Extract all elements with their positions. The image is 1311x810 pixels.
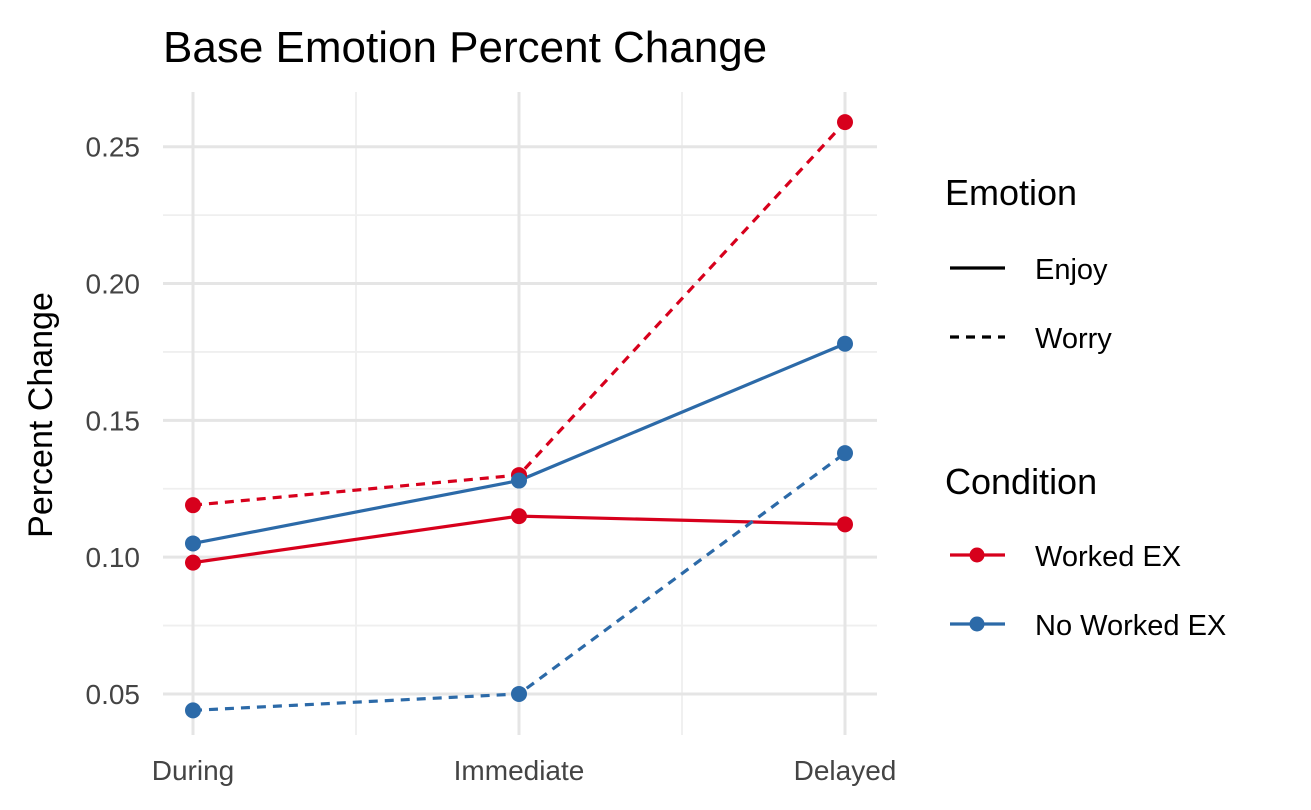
x-axis-ticks: During Immediate Delayed	[152, 755, 897, 786]
legend-emotion: Emotion Enjoy Worry	[945, 172, 1112, 355]
x-tick-label: Immediate	[454, 755, 585, 786]
data-point-no-worked-ex-worry	[185, 702, 201, 719]
data-point-worked-ex-enjoy	[185, 554, 201, 571]
y-axis-ticks: 0.05 0.10 0.15 0.20 0.25	[86, 132, 141, 710]
legend-emotion-title: Emotion	[945, 172, 1077, 213]
data-point-worked-ex-enjoy	[837, 516, 853, 533]
series-points	[185, 114, 853, 719]
data-point-worked-ex-enjoy	[511, 508, 527, 525]
y-tick-label: 0.05	[86, 679, 141, 710]
y-tick-label: 0.25	[86, 132, 141, 163]
data-point-no-worked-ex-worry	[511, 685, 527, 702]
legend-condition: Condition Worked EX No Worked EX	[945, 461, 1226, 642]
data-point-no-worked-ex-enjoy	[511, 472, 527, 489]
legend-key-no-worked-ex-dot	[969, 616, 985, 632]
legend-item-worked-ex: Worked EX	[1035, 541, 1181, 573]
legend-item-worry: Worry	[1035, 323, 1112, 355]
legend-key-worked-ex-dot	[969, 547, 985, 563]
y-axis-title: Percent Change	[22, 292, 60, 538]
y-tick-label: 0.10	[86, 542, 141, 573]
data-point-worked-ex-worry	[185, 497, 201, 514]
chart-title: Base Emotion Percent Change	[163, 23, 767, 72]
legend-condition-title: Condition	[945, 461, 1097, 502]
y-tick-label: 0.20	[86, 269, 141, 300]
data-point-no-worked-ex-worry	[837, 445, 853, 462]
legend-item-enjoy: Enjoy	[1035, 254, 1108, 286]
x-tick-label: Delayed	[794, 755, 897, 786]
grid	[163, 92, 877, 735]
y-tick-label: 0.15	[86, 405, 141, 436]
legend-item-no-worked-ex: No Worked EX	[1035, 610, 1226, 642]
data-point-no-worked-ex-enjoy	[837, 335, 853, 352]
x-tick-label: During	[152, 755, 234, 786]
data-point-no-worked-ex-enjoy	[185, 535, 201, 552]
data-point-worked-ex-worry	[837, 114, 853, 131]
